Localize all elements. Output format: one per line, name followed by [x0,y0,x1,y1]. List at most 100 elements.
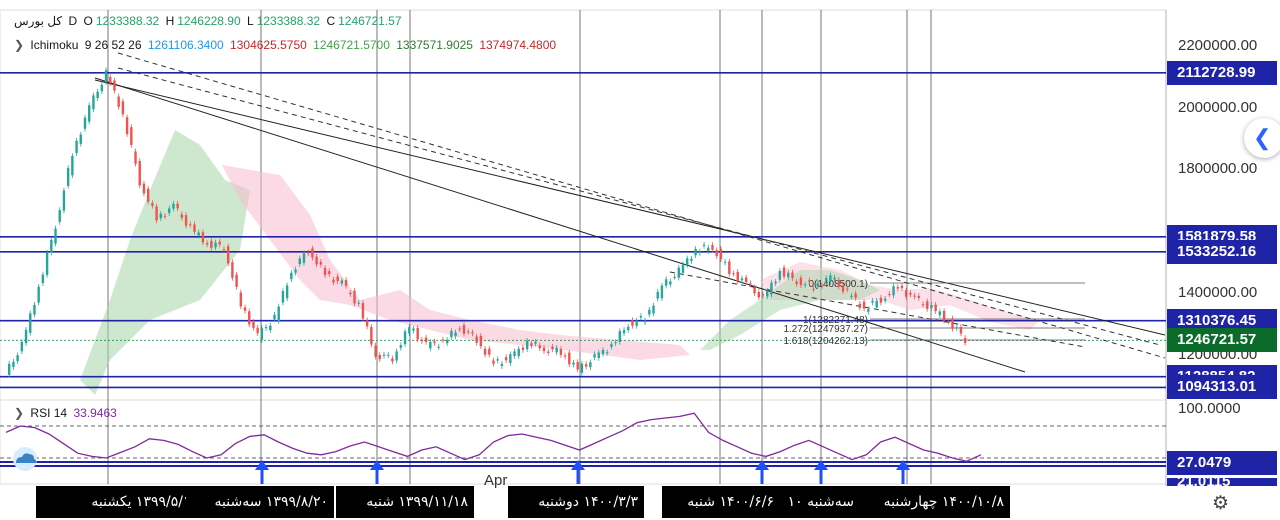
candle-body [867,309,870,312]
low-value: 1233388.32 [256,14,321,28]
candle-body [269,325,272,331]
candle-body [534,341,537,344]
rsi-axis-tick: 100.0000 [1178,400,1241,417]
candle-body [441,339,445,341]
candle-body [433,341,436,344]
candle-body [214,242,217,248]
candle-body [471,332,474,334]
candle-body [41,274,45,284]
candle-body [492,360,495,364]
candle-body [846,288,849,290]
candle-body [155,206,158,221]
candle-body [332,279,335,283]
candle-body [273,314,276,320]
date-label: سه‌شنبه ۱۰ [780,486,860,518]
high-value: 1246228.90 [177,14,241,28]
candle-body [479,335,483,347]
candle-body [454,332,457,337]
candle-body [395,351,398,361]
candle-body [189,224,192,226]
candle-body [197,232,200,236]
candle-body [24,329,28,344]
candle-body [669,281,672,285]
arrow-head [755,460,769,470]
candle-body [547,351,550,353]
arrow-head [255,460,269,470]
rsi-legend[interactable]: ❯ RSI 14 33.9463 [14,406,120,420]
candle-body [525,340,529,350]
candle-body [824,277,828,281]
candle-body [656,291,659,299]
price-axis-tick: 2000000.00 [1178,98,1258,116]
candle-body [951,318,954,329]
collapse-icon[interactable]: ❯ [14,38,25,52]
candle-body [723,261,727,263]
candle-body [660,285,664,299]
candle-body [610,344,613,347]
candle-body [909,292,912,295]
candle-body [795,281,798,285]
candle-body [896,287,899,289]
candle-body [698,251,702,254]
candle-body [639,315,643,318]
candle-body [879,297,883,303]
candle-body [361,303,365,319]
candle-body [559,349,563,355]
candle-body [622,330,626,334]
candle-body [475,336,478,343]
candle-body [387,354,390,356]
chevron-icon[interactable]: ❮ [1244,118,1280,158]
candle-body [239,292,243,307]
candle-body [365,320,369,327]
candle-body [778,270,782,280]
ichimoku-value-4: 1337571.9025 [396,38,473,52]
candle-body [618,331,622,342]
candle-body [294,269,297,273]
candle-body [551,346,554,350]
candle-body [205,243,209,245]
candle-body [538,345,542,349]
candle-body [201,232,205,243]
candle-body [589,362,592,368]
fib-level-label: 1(1282271.48) [803,315,868,326]
candle-body [319,261,323,265]
candle-body [193,224,196,232]
candle-body [744,277,748,282]
candle-body [243,307,247,311]
candle-body [711,245,714,250]
candle-body [210,240,213,248]
rsi-partial-label: 21.0115 [1167,478,1277,486]
candle-body [643,320,647,323]
ichimoku-legend[interactable]: ❯ Ichimoku 9 26 52 26 1261106.3400 13046… [14,38,559,52]
candle-body [353,290,356,304]
candle-body [168,208,171,214]
candle-body [420,339,424,342]
date-label: ۱۴۰۰/۳/۳ دوشنبه [508,486,644,518]
candle-body [8,363,11,375]
candle-body [125,117,129,135]
fib-level-label: 1.618(1204262.13) [783,336,868,347]
settings-icon[interactable]: ⚙ [1212,493,1230,514]
date-label: ۱۳۹۹/۵/۱۹ یکشنبه [36,486,204,518]
channel-line [117,52,1166,359]
candle-body [180,214,184,218]
candle-body [757,292,760,298]
candle-body [176,203,179,209]
candle-body [820,285,824,287]
candle-body [92,95,95,110]
candle-body [285,285,289,299]
candle-body [850,295,853,297]
candle-body [344,280,348,286]
fib-level-label: 1.272(1247937.27) [783,324,868,335]
candle-body [151,203,154,206]
open-value: 1233388.32 [95,14,160,28]
close-value: 1246721.57 [338,14,402,28]
collapse-icon[interactable]: ❯ [14,406,25,420]
rsi-value: 33.9463 [73,406,117,420]
arrow-head [571,460,585,470]
candle-body [900,285,904,289]
candle-body [429,341,432,349]
candle-body [631,320,634,326]
